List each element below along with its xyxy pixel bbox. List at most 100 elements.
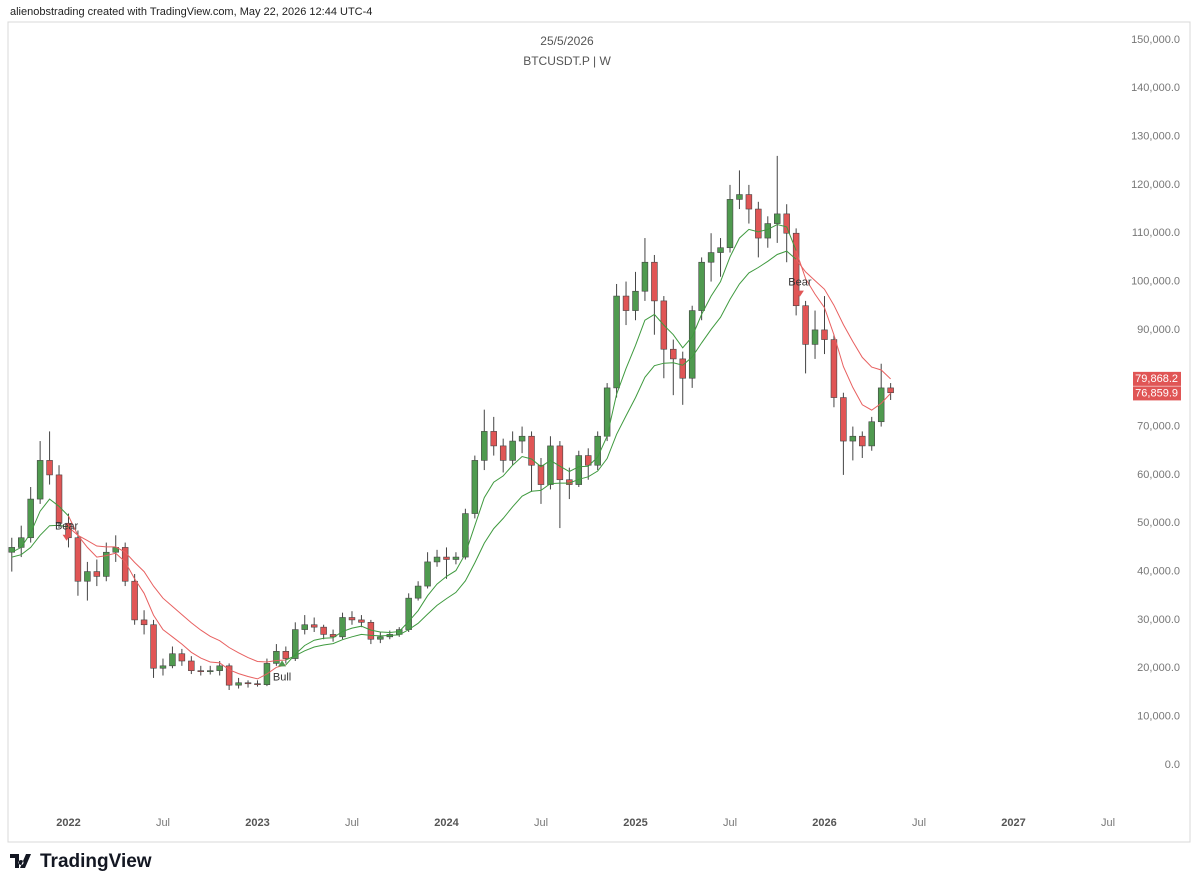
candle-body <box>93 571 101 577</box>
candle-body <box>585 455 592 466</box>
price-tag-label: 79,868.2 <box>1135 373 1178 385</box>
candle-body <box>310 624 318 628</box>
chart-title: 25/5/2026 <box>540 34 594 48</box>
brand-logo <box>10 854 31 868</box>
y-tick-label: 120,000.0 <box>1131 179 1180 191</box>
candle-body <box>556 445 564 481</box>
y-tick-label: 40,000.0 <box>1137 565 1180 577</box>
candle-body <box>8 547 16 553</box>
y-tick-label: 0.0 <box>1165 759 1180 771</box>
x-tick-label: 2023 <box>245 817 269 829</box>
candle-body <box>849 435 857 442</box>
ma-line <box>285 223 797 666</box>
candle-body <box>613 295 620 389</box>
ma-line <box>11 498 69 553</box>
candle-body <box>348 617 356 621</box>
candle-body <box>27 498 34 539</box>
candle-body <box>452 556 460 560</box>
candle-body <box>499 445 507 461</box>
candle-body <box>859 435 866 447</box>
candle-body <box>783 213 790 234</box>
x-tick-label: 2024 <box>434 817 459 829</box>
candle-body <box>358 619 365 623</box>
candle-body <box>707 252 715 263</box>
candle-body <box>745 194 753 210</box>
candle-body <box>320 626 327 635</box>
candle-body <box>169 653 176 667</box>
candle-body <box>282 651 290 659</box>
candle-body <box>273 651 280 664</box>
ma-line <box>68 515 286 680</box>
candle-body <box>594 435 601 466</box>
x-tick-label: Jul <box>1101 817 1115 829</box>
candle-body <box>235 682 242 686</box>
candle-body <box>698 261 705 311</box>
candle-body <box>792 232 800 307</box>
chart-subtitle: BTCUSDT.P | W <box>523 54 611 68</box>
candle-body <box>36 460 44 500</box>
candle-body <box>670 348 677 360</box>
candle-body <box>490 431 497 447</box>
candle-body <box>641 261 649 292</box>
candle-body <box>821 329 828 340</box>
candle-body <box>18 537 25 548</box>
candle-body <box>547 445 554 485</box>
candle-body <box>688 310 696 379</box>
y-tick-label: 20,000.0 <box>1137 662 1180 674</box>
candle-body <box>84 571 91 582</box>
candle-body <box>254 683 261 686</box>
y-tick-label: 50,000.0 <box>1137 517 1180 529</box>
candle-body <box>575 455 583 485</box>
signal-label: Bull <box>273 671 291 683</box>
x-tick-label: Jul <box>345 817 359 829</box>
candle-body <box>150 624 157 669</box>
y-tick-label: 150,000.0 <box>1131 34 1180 46</box>
ma-line <box>285 250 797 661</box>
candle-body <box>103 551 110 577</box>
y-tick-label: 60,000.0 <box>1137 469 1180 481</box>
candle-body <box>121 547 129 582</box>
header-text: alienobstrading created with TradingView… <box>10 6 372 18</box>
signal-marker <box>278 660 287 667</box>
price-tag-label: 76,859.9 <box>1135 387 1178 399</box>
candle-body <box>830 339 838 398</box>
signal-label: Bear <box>55 521 79 533</box>
ma-line <box>795 250 891 411</box>
y-tick-label: 30,000.0 <box>1137 614 1180 626</box>
candle-body <box>481 431 488 461</box>
candle-body <box>537 464 545 485</box>
candle-body <box>736 194 743 200</box>
candle-body <box>632 290 639 311</box>
candle-body <box>887 387 894 394</box>
candle-body <box>462 513 469 558</box>
candle-body <box>622 295 630 311</box>
candle-body <box>131 580 138 621</box>
x-tick-label: Jul <box>723 817 737 829</box>
candle-body <box>726 199 734 249</box>
candle-body <box>225 665 233 686</box>
candle-body <box>55 474 63 524</box>
candle-body <box>802 305 809 345</box>
ma-line <box>795 258 891 380</box>
candle-body <box>377 636 384 640</box>
candle-body <box>292 629 299 659</box>
ma-line <box>68 526 286 663</box>
candle-body <box>774 213 781 224</box>
y-tick-label: 10,000.0 <box>1137 710 1180 722</box>
candle-body <box>46 460 53 476</box>
y-tick-label: 130,000.0 <box>1131 130 1180 142</box>
candle-body <box>764 223 772 239</box>
candle-body <box>509 440 516 461</box>
candle-body <box>405 597 412 630</box>
candle-body <box>433 556 441 563</box>
candle-body <box>811 329 819 345</box>
candle-body <box>717 247 724 253</box>
candle-body <box>528 435 535 466</box>
candle-body <box>244 682 252 685</box>
candle-body <box>74 537 82 582</box>
candle-body <box>216 665 223 671</box>
candle-body <box>197 670 205 672</box>
y-tick-label: 110,000.0 <box>1132 227 1180 239</box>
